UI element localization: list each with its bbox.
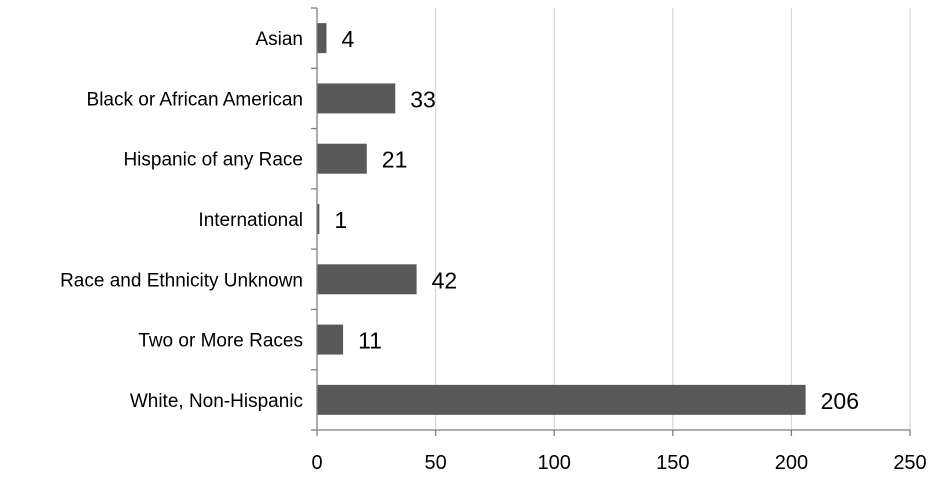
category-label: Two or More Races (138, 331, 303, 352)
bar-hispanic-of-any-race (317, 143, 367, 174)
x-tick-label: 0 (311, 452, 322, 474)
category-label: International (198, 210, 303, 231)
data-label: 206 (821, 388, 859, 414)
data-label: 21 (382, 147, 408, 173)
bar-race-and-ethnicity-unknown (317, 264, 417, 295)
category-label: Hispanic of any Race (123, 150, 303, 171)
category-label: Black or African American (87, 89, 303, 110)
labels: 0 50 100 150 200 250 Asian 4 Black or African Am… (60, 26, 927, 474)
bar-international (317, 204, 320, 234)
bars (317, 23, 806, 415)
x-tick-label: 250 (893, 452, 926, 474)
x-tick-label: 200 (775, 452, 808, 474)
data-label: 1 (334, 207, 347, 233)
bar-black-or-african-american (317, 83, 396, 114)
bar-asian (317, 23, 327, 54)
data-label: 33 (410, 86, 436, 112)
data-label: 42 (432, 267, 458, 293)
axes (311, 7, 911, 436)
x-tick-label: 50 (424, 452, 446, 474)
category-label: Asian (255, 29, 303, 50)
data-label: 4 (341, 26, 354, 52)
gridlines (434, 8, 911, 430)
bar-white-non-hispanic (317, 384, 806, 415)
bar-two-or-more-races (317, 324, 344, 355)
x-tick-label: 150 (656, 452, 689, 474)
x-tick-label: 100 (538, 452, 571, 474)
category-label: Race and Ethnicity Unknown (60, 270, 303, 291)
data-label: 11 (358, 328, 382, 354)
category-label: White, Non-Hispanic (130, 391, 303, 412)
